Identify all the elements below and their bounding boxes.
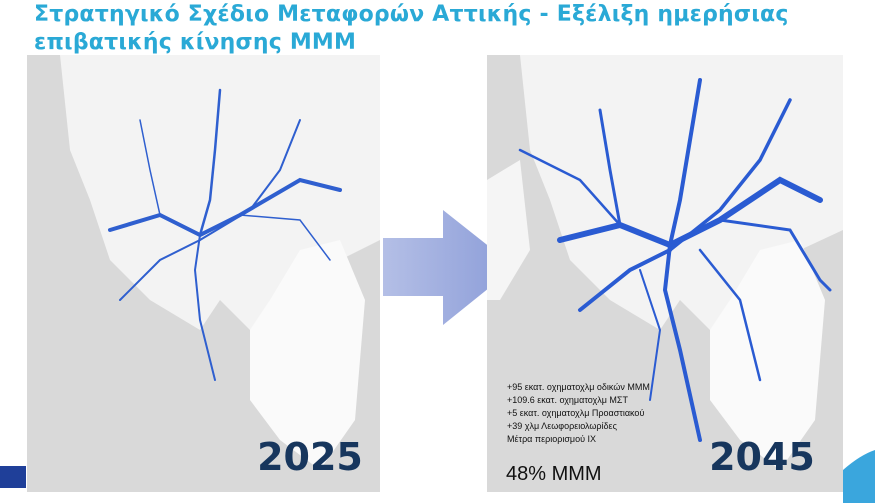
note-line: +95 εκατ. οχηματοχλμ οδικών ΜΜΜ	[507, 382, 650, 392]
note-line: +109.6 εκατ. οχηματοχλμ ΜΣΤ	[507, 395, 628, 405]
arrow	[383, 210, 515, 325]
notes: +95 εκατ. οχηματοχλμ οδικών ΜΜΜ +109.6 εκ…	[507, 382, 650, 444]
note-line: +5 εκατ. οχηματοχλμ Προαστιακού	[507, 408, 644, 418]
eu-flag	[0, 466, 26, 488]
year-label: 2025	[257, 435, 363, 479]
map-2045	[487, 55, 843, 492]
year-label: 2045	[709, 435, 815, 479]
decoration	[843, 450, 875, 503]
map-2025	[27, 55, 380, 492]
slide-title-line: επιβατικής κίνησης ΜΜΜ	[34, 30, 357, 55]
note-line: +39 χλμ Λεωφορειολωρίδες	[507, 421, 618, 431]
slide-title-line: Στρατηγικό Σχέδιο Μεταφορών Αττικής - Εξ…	[34, 2, 789, 27]
share-label: 48% ΜΜΜ	[506, 463, 602, 485]
note-line: Μέτρα περιορισμού ΙΧ	[507, 434, 596, 444]
